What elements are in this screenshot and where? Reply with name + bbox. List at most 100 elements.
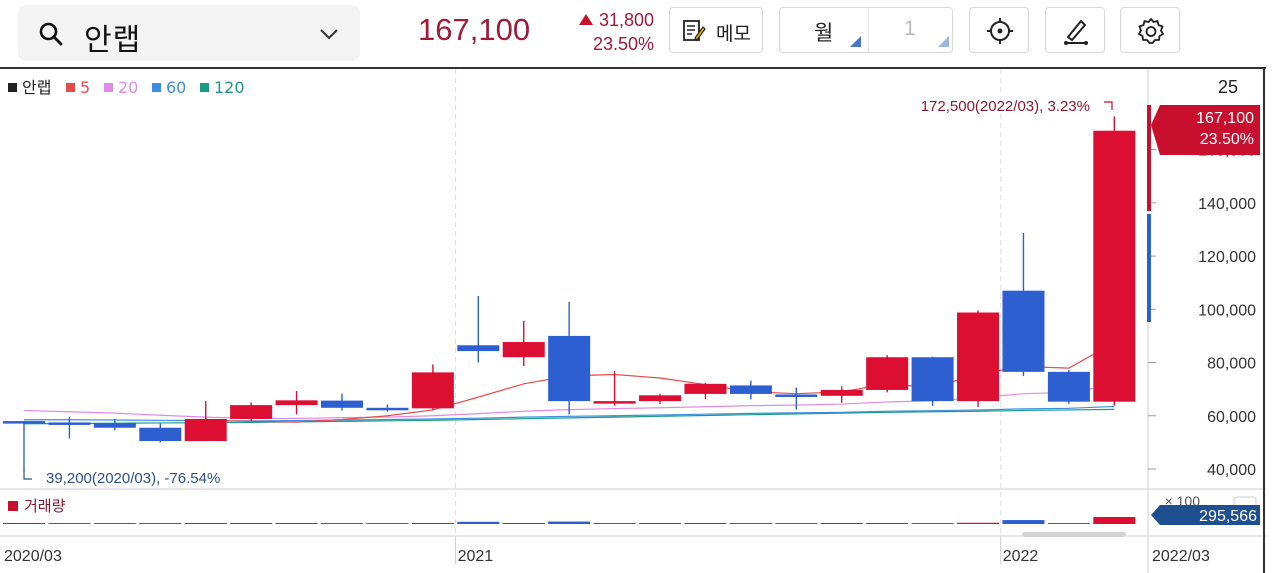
price-change: 31,800 23.50% (564, 8, 654, 56)
candle-2022/02 (1047, 369, 1090, 404)
volume-bar (820, 523, 863, 524)
change-amount: 31,800 (598, 10, 654, 30)
candle-2021/11 (911, 356, 954, 406)
crosshair-icon (987, 18, 1013, 44)
candle-body (184, 418, 227, 442)
high-annotation-arrow (1104, 101, 1113, 110)
candle-body (639, 395, 682, 402)
y-tick-label: 140,000 (1198, 196, 1256, 213)
change-rate: 23.50% (592, 34, 654, 54)
low-annotation-arrow (23, 470, 32, 480)
legend-swatch (104, 83, 113, 92)
candle-body (230, 405, 273, 419)
drawing-pen-icon (1064, 19, 1088, 45)
candle-2021/01 (457, 296, 500, 363)
settings-button[interactable] (1120, 7, 1180, 53)
candle-2020/04 (48, 417, 91, 439)
year-gridlines (455, 69, 1002, 536)
legend-label: 5 (80, 78, 90, 97)
y-tick-label: 40,000 (1207, 462, 1256, 479)
candle-2020/12 (411, 364, 454, 410)
price-plot-area (0, 69, 1148, 489)
volume-bar (639, 523, 682, 524)
legend-label: 20 (118, 78, 138, 97)
y-tick-label: 100,000 (1198, 302, 1256, 319)
y-tick-label: 80,000 (1207, 356, 1256, 373)
candle-body (911, 357, 954, 402)
stock-search-box[interactable]: 안랩 (18, 5, 360, 61)
volume-bar (184, 523, 227, 524)
period-value-input[interactable]: 1 (904, 17, 916, 40)
volume-value-tag: 295,566 (1151, 505, 1260, 525)
candle-2021/05 (639, 393, 682, 405)
candle-2022/01 (1002, 232, 1045, 377)
drawing-button[interactable] (1045, 7, 1105, 53)
gear-icon (1138, 18, 1164, 44)
volume-legend-swatch (8, 501, 18, 511)
x-axis-end-label: 2022/03 (1152, 548, 1210, 565)
candle-2020/10 (321, 393, 364, 411)
period-label: 월 (814, 21, 834, 45)
legend-label: 안랩 (22, 78, 51, 97)
volume-bars (3, 517, 1136, 524)
candle-2021/02 (502, 320, 545, 366)
chevron-down-icon[interactable] (318, 23, 340, 45)
period-selector[interactable]: 월 1 (779, 7, 953, 53)
memo-button[interactable]: 메모 (669, 7, 763, 53)
candle-2021/07 (729, 380, 772, 400)
volume-value: 295,566 (1199, 508, 1257, 525)
candle-body (366, 407, 409, 411)
candle-2021/03 (548, 301, 591, 415)
header-separator (0, 67, 1266, 69)
crosshair-button[interactable] (969, 7, 1029, 53)
legend-swatch (8, 83, 17, 92)
y-axis-ticks: 40,00060,00080,000100,000120,000140,0001… (1148, 143, 1256, 479)
current-price-tag: 167,100 23.50% (1151, 105, 1260, 155)
candle-body (502, 342, 545, 358)
chart-scrollbar[interactable] (1022, 532, 1126, 537)
current-price-tag-rate: 23.50% (1200, 131, 1254, 148)
candle-2020/09 (275, 391, 318, 415)
volume-bar (230, 523, 273, 524)
stock-chart[interactable]: 40,000 60,000 80,000 100,000 120,000 140,000 1… (0, 69, 1266, 573)
candle-2021/10 (866, 355, 909, 393)
volume-bar (593, 523, 636, 524)
y-tick-label: 60,000 (1207, 409, 1256, 426)
candle-body (820, 389, 863, 396)
volume-bar (1002, 520, 1045, 524)
candle-2020/08 (230, 402, 273, 422)
volume-bar (275, 523, 318, 524)
x-axis-label: 2021 (458, 548, 494, 565)
candle-body (1047, 371, 1090, 402)
volume-bar (775, 523, 818, 524)
legend-swatch (200, 83, 209, 92)
candlestick-series (3, 116, 1136, 472)
candle-2020/07 (184, 401, 227, 442)
candle-body (775, 394, 818, 397)
candle-body (93, 423, 136, 428)
memo-label: 메모 (716, 23, 751, 45)
volume-bar (366, 523, 409, 524)
candle-body (457, 345, 500, 352)
volume-bar (866, 523, 909, 524)
volume-bar (502, 523, 545, 524)
x-axis-label: 2022 (1003, 548, 1039, 565)
legend-label: 60 (166, 78, 186, 97)
candle-2020/03 (3, 421, 45, 472)
top-bar: 안랩 167,100 31,800 23.50% 메모 월 1 (0, 0, 1280, 68)
dropdown-corner-icon (850, 36, 861, 47)
volume-bar (729, 523, 772, 524)
volume-bar (957, 522, 1000, 524)
high-annotation: 172,500(2022/03), 3.23% (921, 98, 1090, 115)
volume-bar (1047, 523, 1090, 524)
volume-bar (1093, 517, 1136, 524)
candle-body (275, 400, 318, 406)
candle-2021/12 (957, 310, 1000, 407)
candle-2020/06 (139, 423, 182, 443)
x-axis-labels: 2020/03 2021 2022 2022/03 (4, 536, 1210, 565)
candle-body (1002, 290, 1045, 372)
candle-body (321, 400, 364, 408)
volume-bar (321, 523, 364, 524)
candle-body (1093, 130, 1136, 402)
legend-swatch (152, 83, 161, 92)
